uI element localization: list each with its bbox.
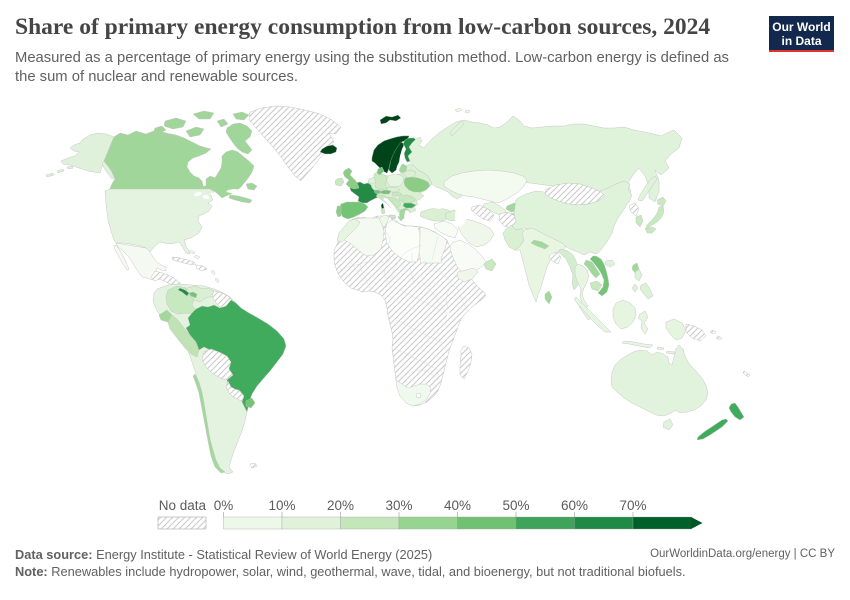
- svg-text:50%: 50%: [502, 498, 529, 513]
- svg-text:30%: 30%: [385, 498, 412, 513]
- svg-text:70%: 70%: [619, 498, 646, 513]
- svg-text:60%: 60%: [561, 498, 588, 513]
- svg-text:20%: 20%: [327, 498, 354, 513]
- svg-text:40%: 40%: [444, 498, 471, 513]
- svg-text:No data: No data: [159, 498, 207, 513]
- svg-text:0%: 0%: [214, 498, 234, 513]
- svg-text:10%: 10%: [268, 498, 295, 513]
